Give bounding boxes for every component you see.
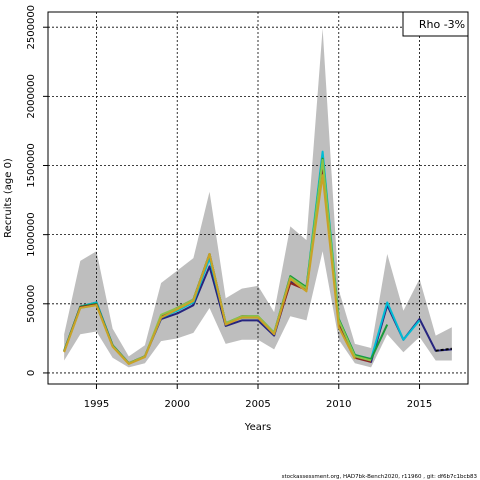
y-tick-label: 1000000	[26, 212, 37, 257]
x-tick-label: 1995	[84, 399, 109, 410]
x-tick-label: 2015	[407, 399, 432, 410]
y-axis-label: Recruits (age 0)	[3, 158, 14, 238]
y-tick-label: 500000	[26, 285, 37, 323]
confidence-band	[64, 28, 452, 368]
y-tick-label: 2000000	[26, 74, 37, 119]
grid-layer	[48, 12, 468, 384]
x-axis: 1995 2000 2005 2010 2015	[84, 384, 432, 410]
y-tick-label: 1500000	[26, 143, 37, 188]
y-axis: 0 500000 1000000 1500000 2000000 2500000	[26, 5, 48, 376]
legend-box	[402, 11, 469, 37]
y-tick-label: 2500000	[26, 5, 37, 50]
x-tick-label: 2005	[245, 399, 270, 410]
projection-line	[435, 347, 452, 352]
x-tick-label: 2000	[165, 399, 190, 410]
series-line-6	[63, 174, 356, 365]
footer-source-text: stockassessment.org, HAD7bk-Bench2020, r…	[282, 474, 478, 480]
legend-rho-text: Rho -3%	[419, 18, 465, 31]
x-tick-label: 2010	[326, 399, 351, 410]
confidence-band-layer	[64, 28, 452, 368]
x-axis-label: Years	[244, 422, 271, 433]
series-layer	[63, 150, 452, 365]
y-tick-label: 0	[26, 370, 37, 376]
legend: Rho -3%	[402, 11, 469, 37]
